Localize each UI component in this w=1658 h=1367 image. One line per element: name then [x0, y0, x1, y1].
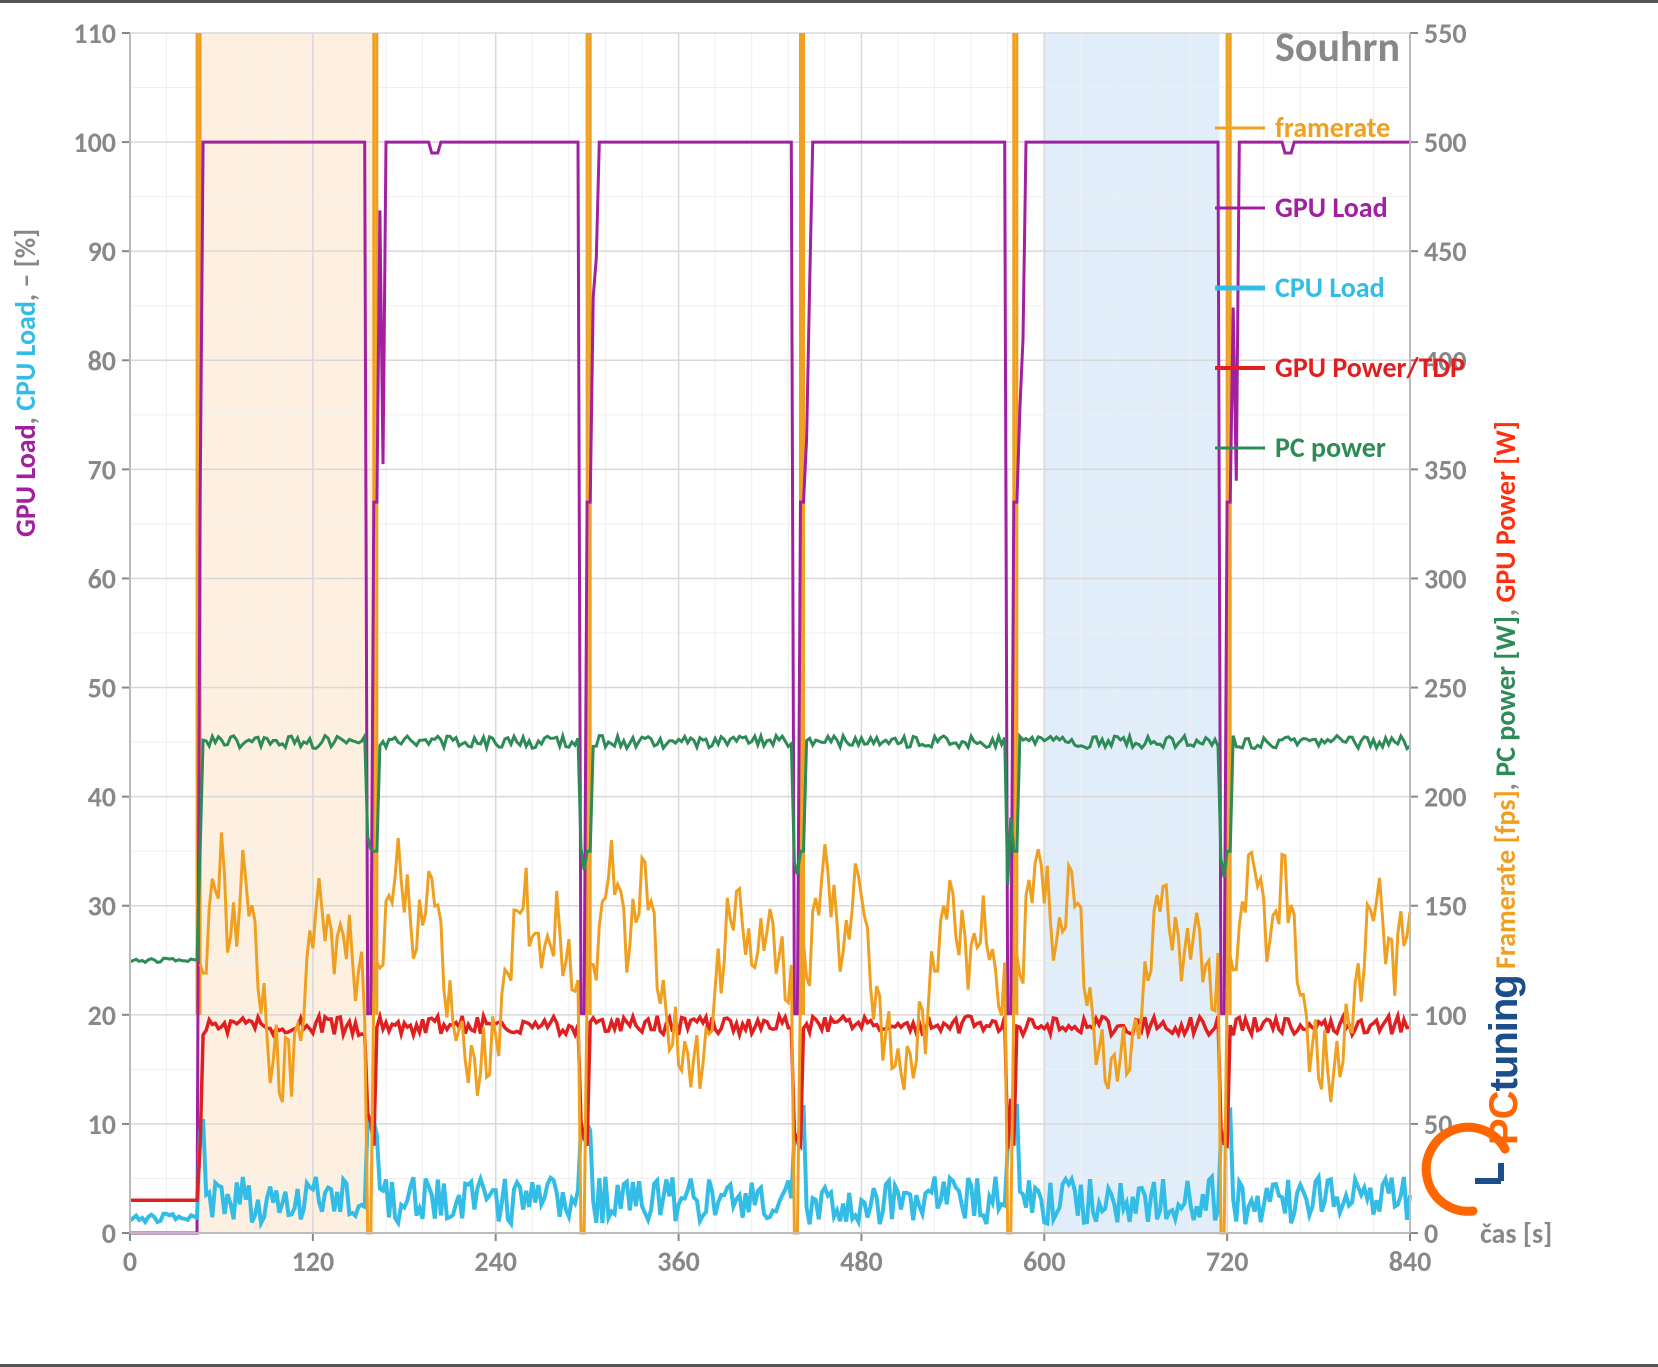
- ytick-left: 80: [88, 343, 116, 378]
- x-axis-label: čas [s]: [1480, 1216, 1552, 1251]
- legend-label: CPU Load: [1275, 270, 1385, 305]
- ytick-right: 100: [1424, 998, 1467, 1033]
- ytick-left: 100: [73, 125, 116, 160]
- xtick: 360: [657, 1244, 700, 1279]
- xtick: 120: [292, 1244, 335, 1279]
- xtick: 240: [474, 1244, 517, 1279]
- ytick-left: 60: [88, 561, 116, 596]
- xtick: 0: [123, 1244, 137, 1279]
- legend-label: GPU Load: [1275, 190, 1388, 225]
- ytick-left: 20: [88, 998, 116, 1033]
- legend-label: GPU Power/TDP: [1275, 350, 1465, 385]
- ytick-left: 30: [88, 889, 116, 924]
- xtick: 480: [840, 1244, 883, 1279]
- ytick-right: 350: [1424, 452, 1467, 487]
- svg-text:GPU Load, CPU Load, – [%]: GPU Load, CPU Load, – [%]: [8, 229, 43, 537]
- svg-text:Framerate [fps], PC power [W],: Framerate [fps], PC power [W], GPU Power…: [1488, 421, 1523, 969]
- summary-chart: 0102030405060708090100110050100150200250…: [0, 3, 1658, 1364]
- xtick: 840: [1389, 1244, 1432, 1279]
- svg-text:PCtuning: PCtuning: [1482, 975, 1526, 1145]
- ytick-right: 500: [1424, 125, 1467, 160]
- right-axis-label: Framerate [fps], PC power [W], GPU Power…: [1488, 421, 1523, 969]
- ytick-left: 10: [88, 1107, 116, 1142]
- legend-label: PC power: [1275, 430, 1386, 465]
- xtick: 600: [1023, 1244, 1066, 1279]
- ytick-right: 150: [1424, 889, 1467, 924]
- ytick-right: 200: [1424, 780, 1467, 815]
- ytick-left: 0: [102, 1216, 116, 1251]
- ytick-right: 550: [1424, 16, 1467, 51]
- ytick-right: 300: [1424, 561, 1467, 596]
- ytick-left: 40: [88, 780, 116, 815]
- legend-label: framerate: [1275, 110, 1390, 145]
- xtick: 720: [1206, 1244, 1249, 1279]
- ytick-right: 450: [1424, 234, 1467, 269]
- ytick-left: 90: [88, 234, 116, 269]
- ytick-left: 50: [88, 671, 116, 706]
- chart-title: Souhrn: [1275, 22, 1400, 73]
- left-axis-label: GPU Load, CPU Load, – [%]: [8, 229, 43, 537]
- ytick-right: 250: [1424, 671, 1467, 706]
- ytick-left: 70: [88, 452, 116, 487]
- ytick-left: 110: [73, 16, 116, 51]
